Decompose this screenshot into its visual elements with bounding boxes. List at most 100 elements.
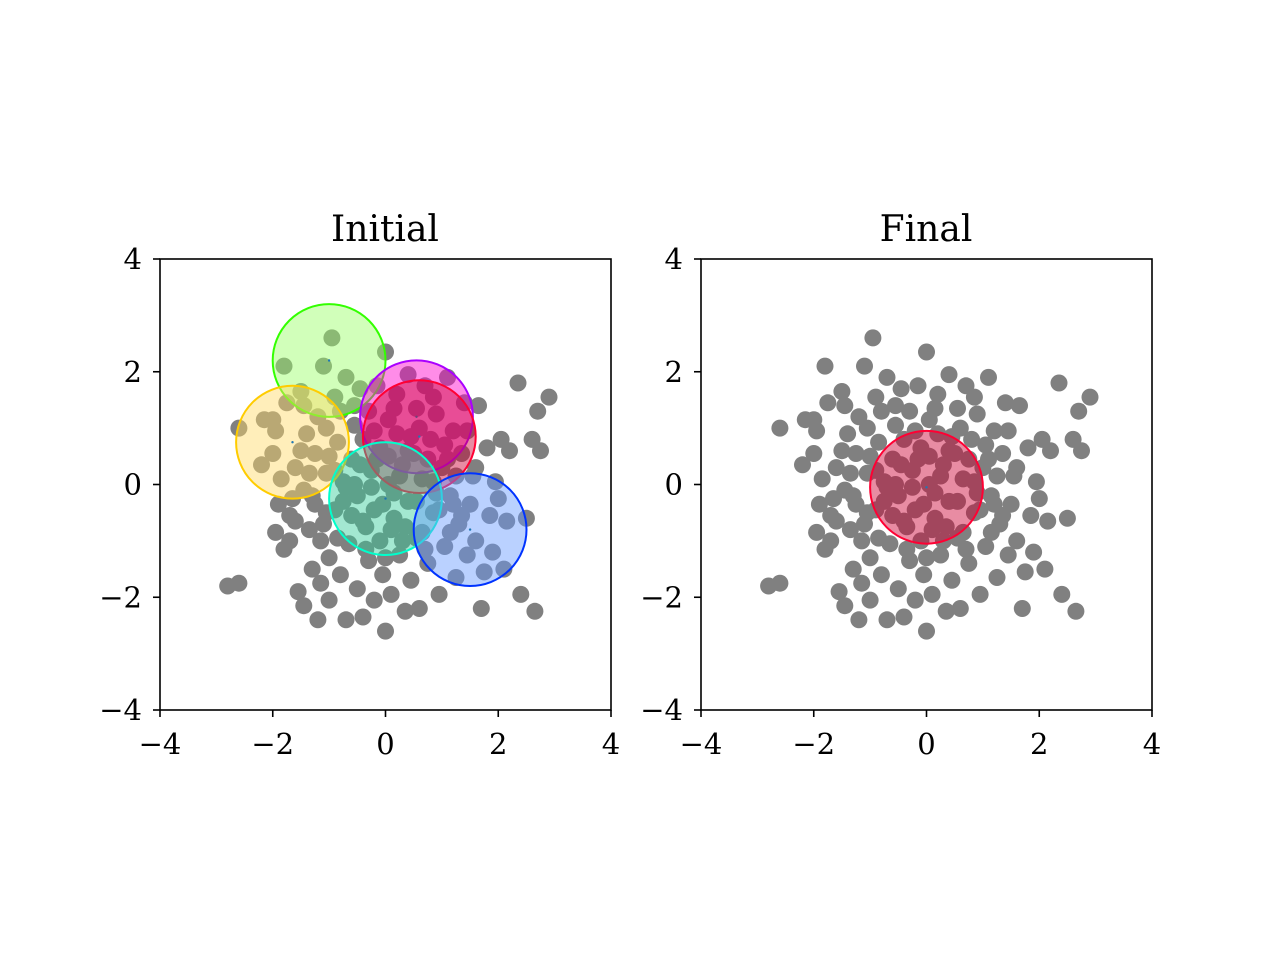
initial-ytick-label-3: 2 (124, 355, 142, 389)
initial-point-84 (430, 585, 448, 603)
final-point-163 (957, 540, 975, 558)
initial-ytick-label-2: 0 (124, 468, 142, 502)
initial-point-127 (334, 492, 352, 510)
initial-point-26 (312, 574, 330, 592)
final-point-158 (906, 422, 924, 440)
initial-point-169 (292, 442, 310, 460)
initial-point-98 (470, 397, 487, 415)
final-point-20 (839, 425, 857, 443)
initial-point-41 (337, 368, 355, 386)
initial-point-111 (512, 585, 530, 603)
initial-point-70 (396, 602, 414, 620)
initial-point-150 (337, 478, 355, 496)
initial-point-134 (374, 495, 392, 513)
final-point-130 (892, 456, 910, 474)
final-point-64 (923, 585, 941, 603)
initial-point-152 (382, 521, 400, 539)
final-point-18 (836, 397, 854, 415)
final-point-135 (920, 447, 938, 465)
initial-point-33 (323, 329, 341, 347)
initial-point-164 (444, 495, 462, 513)
final-point-48 (895, 608, 913, 626)
final-point-120 (827, 512, 845, 530)
final-point-21 (841, 521, 859, 539)
initial-point-40 (337, 611, 355, 629)
final-point-131 (898, 540, 916, 558)
final-xtick-label-4: 4 (1143, 727, 1161, 761)
initial-title: Initial (331, 209, 439, 250)
final-point-101 (1019, 439, 1037, 457)
final-point-147 (988, 467, 1006, 485)
final-point-41 (878, 368, 896, 386)
final-point-151 (895, 512, 913, 530)
final-point-108 (1039, 512, 1057, 530)
final-xtick-label-2: 0 (917, 727, 935, 761)
initial-ytick-label-0: −4 (99, 693, 142, 727)
final-point-152 (923, 521, 941, 539)
final-point-71 (940, 366, 958, 384)
final-point-116 (1073, 442, 1090, 460)
final-point-162 (918, 549, 935, 567)
final-point-11 (816, 357, 834, 375)
initial-point-138 (396, 518, 414, 536)
final-point-165 (887, 397, 904, 415)
final-title: Final (880, 209, 973, 250)
initial-point-142 (419, 450, 437, 468)
final-point-111 (1053, 585, 1071, 603)
initial-point-77 (410, 600, 428, 617)
final-xtick-label-0: −4 (680, 727, 723, 761)
final-point-17 (833, 383, 851, 400)
final-point-34 (867, 388, 885, 406)
final-point-75 (949, 399, 966, 417)
final-point-160 (847, 495, 865, 513)
final-point-12 (822, 532, 840, 550)
initial-point-97 (467, 532, 485, 550)
final-point-167 (965, 388, 983, 406)
initial-point-12 (281, 532, 299, 550)
initial-point-83 (427, 405, 445, 423)
final-point-119 (819, 394, 837, 412)
initial-circle-center-1 (291, 441, 294, 444)
initial-ytick-label-1: −2 (99, 580, 142, 614)
final-panel: Final −4−4 −2 −2 0 0 2 2 4 4 (640, 209, 1161, 761)
initial-axes: −4−4 −2 −2 0 0 2 2 4 4 (99, 242, 620, 761)
initial-point-20 (298, 425, 316, 443)
final-point-54 (906, 591, 924, 609)
initial-point-59 (374, 566, 392, 584)
final-point-84 (971, 585, 989, 603)
final-point-127 (875, 492, 893, 510)
initial-point-108 (498, 512, 516, 530)
initial-point-102 (481, 507, 499, 524)
final-point-118 (808, 422, 826, 440)
initial-point-21 (300, 521, 318, 539)
final-point-94 (999, 546, 1017, 564)
initial-point-105 (489, 490, 507, 508)
final-point-1 (771, 574, 789, 592)
final-point-92 (994, 445, 1012, 462)
final-point-150 (878, 478, 896, 496)
initial-point-168 (467, 459, 485, 477)
final-point-80 (960, 554, 978, 572)
initial-point-61 (377, 622, 394, 640)
initial-point-119 (278, 394, 296, 412)
initial-point-124 (312, 532, 330, 550)
final-point-83 (968, 405, 986, 423)
initial-point-54 (365, 591, 383, 609)
initial-point-117 (540, 388, 558, 406)
final-point-141 (954, 523, 972, 541)
final-point-38 (872, 566, 890, 584)
initial-point-44 (346, 416, 363, 434)
initial-point-64 (382, 585, 400, 603)
final-point-89 (985, 422, 1003, 440)
initial-point-130 (351, 456, 369, 474)
final-axes: −4−4 −2 −2 0 0 2 2 4 4 (640, 242, 1161, 761)
final-point-68 (932, 546, 950, 564)
initial-point-90 (447, 569, 465, 586)
final-point-156 (980, 450, 997, 468)
final-point-100 (1016, 563, 1034, 581)
initial-point-165 (346, 397, 363, 415)
initial-point-19 (295, 597, 313, 615)
initial-point-146 (441, 523, 459, 541)
initial-point-153 (393, 532, 411, 550)
